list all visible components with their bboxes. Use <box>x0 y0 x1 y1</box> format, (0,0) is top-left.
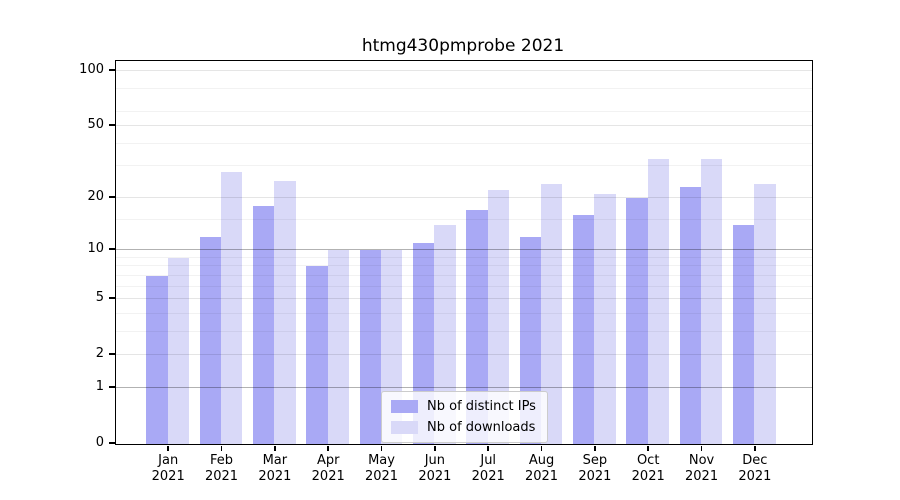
legend: Nb of distinct IPs Nb of downloads <box>381 391 548 443</box>
gridline-y-4 <box>116 312 812 314</box>
y-tick-mark <box>109 353 115 355</box>
y-tick-label-100: 100 <box>79 61 104 77</box>
x-tick-label-jun: Jun 2021 <box>418 453 452 484</box>
gridline-y-100 <box>116 69 812 71</box>
y-tick-mark <box>109 196 115 198</box>
x-tick-label-apr: Apr 2021 <box>311 453 345 484</box>
bar-downloads <box>274 180 296 444</box>
gridline-y-8 <box>116 265 812 267</box>
bar-distinct-ips <box>679 187 702 444</box>
x-tick-mark <box>220 446 223 451</box>
legend-item-downloads: Nb of downloads <box>391 420 536 435</box>
plot-area: Nb of distinct IPs Nb of downloads <box>115 60 813 445</box>
legend-label-downloads: Nb of downloads <box>427 420 536 435</box>
y-tick-label-0: 0 <box>95 435 104 450</box>
y-tick-label-10: 10 <box>87 241 104 257</box>
y-tick-mark <box>109 386 115 388</box>
bar-downloads <box>167 257 189 444</box>
y-tick-mark <box>109 297 115 299</box>
gridline-y-3 <box>116 330 812 332</box>
gridline-y-15 <box>116 218 812 220</box>
gridline-y-20 <box>116 196 812 198</box>
bar-downloads <box>541 183 563 444</box>
y-tick-mark <box>109 124 115 126</box>
gridline-y-10 <box>116 249 812 251</box>
bar-distinct-ips <box>306 266 328 444</box>
bar-downloads <box>701 158 723 444</box>
x-tick-label-jul: Jul 2021 <box>471 453 505 484</box>
y-tick-label-2: 2 <box>95 346 104 362</box>
legend-label-distinct-ips: Nb of distinct IPs <box>427 399 536 414</box>
legend-swatch-distinct-ips <box>391 400 418 413</box>
bar-distinct-ips <box>573 214 595 444</box>
x-tick-mark <box>167 446 169 451</box>
gridline-y-50 <box>116 125 812 127</box>
bar-distinct-ips <box>359 250 382 444</box>
y-tick-label-20: 20 <box>87 188 104 204</box>
x-tick-mark <box>274 446 276 451</box>
bar-downloads <box>594 194 616 444</box>
bar-downloads <box>647 158 669 444</box>
bar-downloads <box>434 225 456 444</box>
bar-downloads <box>221 171 243 444</box>
y-tick-mark <box>109 69 115 71</box>
chart-title: htmg430pmprobe 2021 <box>361 36 565 56</box>
x-tick-mark <box>540 446 543 451</box>
x-tick-label-aug: Aug 2021 <box>524 453 559 484</box>
bar-downloads <box>487 190 509 444</box>
legend-swatch-downloads <box>391 421 418 434</box>
bar-distinct-ips <box>466 210 488 444</box>
bar-distinct-ips <box>253 205 275 444</box>
gridline-y-5 <box>116 298 812 300</box>
bar-downloads <box>754 183 776 444</box>
x-tick-label-dec: Dec 2021 <box>738 453 772 484</box>
x-tick-mark <box>434 446 436 451</box>
y-tick-mark <box>109 248 115 250</box>
gridline-y-60 <box>116 110 812 112</box>
gridline-y-40 <box>116 142 812 144</box>
x-tick-label-mar: Mar 2021 <box>258 453 292 484</box>
x-tick-mark <box>380 446 383 451</box>
y-tick-label-5: 5 <box>95 290 104 306</box>
bar-downloads <box>327 250 349 444</box>
gridline-y-80 <box>116 87 812 89</box>
legend-item-distinct-ips: Nb of distinct IPs <box>391 399 536 414</box>
x-tick-mark <box>594 446 596 451</box>
x-tick-mark <box>487 446 489 451</box>
bar-distinct-ips <box>626 197 648 444</box>
x-tick-label-sep: Sep 2021 <box>578 453 612 484</box>
x-tick-label-may: May 2021 <box>364 453 399 484</box>
gridline-y-2 <box>116 354 812 356</box>
bar-distinct-ips <box>199 236 222 444</box>
x-tick-label-feb: Feb 2021 <box>204 453 239 484</box>
x-tick-mark <box>327 446 329 451</box>
bar-distinct-ips <box>146 275 168 444</box>
x-tick-mark <box>754 446 756 451</box>
gridline-y-30 <box>116 165 812 167</box>
x-tick-mark <box>647 446 649 451</box>
gridline-y-7 <box>116 274 812 276</box>
bar-distinct-ips <box>733 225 755 444</box>
y-tick-label-1: 1 <box>95 378 104 394</box>
y-tick-mark <box>109 442 115 444</box>
gridline-y-9 <box>116 256 812 258</box>
x-tick-label-nov: Nov 2021 <box>685 453 719 484</box>
x-tick-label-jan: Jan 2021 <box>151 453 185 484</box>
x-tick-label-oct: Oct 2021 <box>631 453 665 484</box>
gridline-y-6 <box>116 285 812 287</box>
y-tick-label-50: 50 <box>87 117 104 133</box>
gridline-y-1 <box>116 386 812 388</box>
x-tick-mark <box>700 446 703 451</box>
